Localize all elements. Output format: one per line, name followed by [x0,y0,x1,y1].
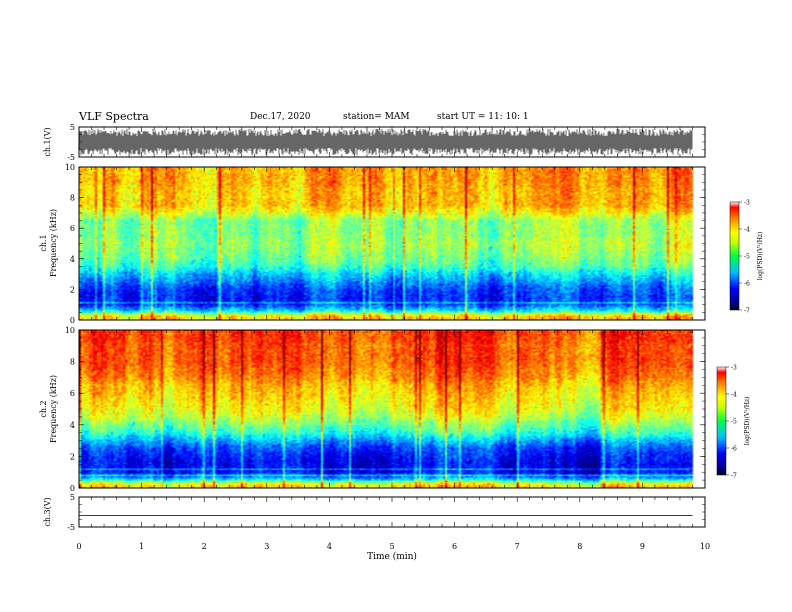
station-label: station= MAM [343,112,410,122]
colorbar-tick-label: -4 [744,227,750,234]
y-tick-label: 6 [70,389,75,398]
figure-title: VLF Spectra [79,110,149,123]
y-tick-label: 5 [70,493,75,502]
date-label: Dec.17, 2020 [250,112,311,122]
ch1-waveform-panel: 5 -5 ch.1(V) [43,123,706,162]
colorbar-tick-label: -4 [731,392,737,399]
ch2-colorbar-label: log(PSD)(V²/Hz) [744,397,751,446]
time-tick-label: 6 [452,542,457,551]
colorbar-tick-label: -6 [731,446,737,453]
ch2-freq-ylabel: Frequency (kHz) [49,375,58,443]
time-tick-label: 2 [202,542,207,551]
ch1-freq-ylabel: Frequency (kHz) [49,209,58,277]
time-tick-label: 7 [515,542,520,551]
y-tick-label: -5 [67,523,75,532]
ch1-label: ch.1 [39,234,48,251]
time-tick-label: 10 [700,542,710,551]
y-tick-label: 0 [70,484,75,493]
y-tick-label: 4 [70,421,75,430]
y-tick-label: 2 [70,452,75,461]
ch2-label: ch.2 [39,400,48,417]
ch3-waveform-panel: 5 -5 ch.3(V) [43,493,706,532]
ch1-spectrogram-image [79,167,705,320]
time-axis-tick-labels: 0 1 2 3 4 5 6 7 8 9 10 [76,542,710,551]
ch1-colorbar [729,201,740,311]
colorbar-tick-label: -3 [731,365,737,372]
time-tick-label: 0 [76,542,81,551]
y-tick-label: 10 [65,326,75,335]
ch1-waveform-trace [79,128,693,156]
y-tick-label: 5 [70,123,75,132]
y-tick-label: 8 [70,358,75,367]
time-tick-label: 5 [389,542,394,551]
colorbar-tick-label: -7 [744,308,750,315]
y-tick-label: -5 [67,153,75,162]
ch1-ylabel: ch.1(V) [43,127,52,156]
ch3-ylabel: ch.3(V) [43,497,52,526]
colorbar-tick-label: -5 [744,254,750,261]
y-tick-label: 4 [70,255,75,264]
time-axis-ticks [78,127,706,527]
ch2-spectrogram-image [79,330,705,488]
ch1-colorbar-label: log(PSD)(V²/Hz) [757,232,764,281]
colorbar-tick-label: -6 [744,281,750,288]
time-tick-label: 1 [139,542,144,551]
y-tick-label: 10 [65,163,75,172]
time-tick-label: 8 [577,542,582,551]
colorbar-tick-label: -5 [731,419,737,426]
y-tick-label: 6 [70,224,75,233]
colorbar-tick-label: -3 [744,200,750,207]
time-tick-label: 4 [327,542,332,551]
time-tick-label: 3 [264,542,269,551]
time-tick-label: 9 [640,542,645,551]
start-time-label: start UT = 11: 10: 1 [437,112,529,122]
colorbar-tick-label: -7 [731,473,737,480]
y-tick-label: 2 [70,285,75,294]
ch2-colorbar [716,366,727,476]
time-axis-label: Time (min) [367,551,417,562]
y-tick-label: 8 [70,194,75,203]
y-tick-label: 0 [70,316,75,325]
